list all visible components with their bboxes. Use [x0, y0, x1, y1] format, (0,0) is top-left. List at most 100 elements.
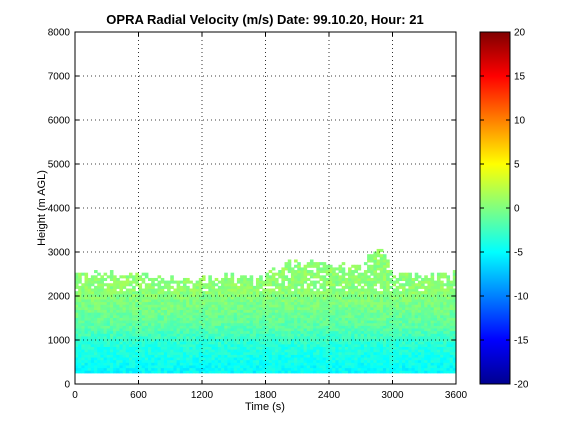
heatmap-cell	[179, 343, 184, 347]
heatmap-cell	[113, 309, 117, 313]
heatmap-cell	[87, 346, 92, 350]
heatmap-cell	[100, 328, 104, 332]
heatmap-cell	[341, 288, 346, 292]
heatmap-cell	[265, 365, 270, 369]
heatmap-cell	[294, 365, 298, 369]
heatmap-cell	[414, 296, 419, 300]
heatmap-cell	[443, 362, 447, 366]
heatmap-cell	[436, 325, 441, 329]
heatmap-cell	[297, 283, 301, 287]
heatmap-cell	[141, 367, 146, 371]
heatmap-cell	[440, 304, 444, 308]
heatmap-cell	[316, 328, 320, 332]
heatmap-cell	[322, 349, 327, 353]
heatmap-cell	[373, 262, 378, 266]
heatmap-cell	[329, 325, 333, 329]
heatmap-cell	[408, 293, 412, 297]
heatmap-cell	[189, 370, 193, 374]
heatmap-cell	[367, 254, 371, 258]
heatmap-cell	[376, 264, 381, 268]
heatmap-cell	[132, 370, 136, 374]
heatmap-cell	[75, 359, 79, 363]
heatmap-cell	[357, 351, 362, 355]
heatmap-cell	[414, 365, 419, 369]
heatmap-cell	[189, 328, 193, 332]
heatmap-cell	[389, 343, 393, 347]
heatmap-cell	[186, 312, 190, 316]
heatmap-cell	[195, 365, 200, 369]
heatmap-cell	[440, 367, 444, 371]
heatmap-cell	[252, 357, 257, 361]
heatmap-cell	[103, 299, 108, 303]
heatmap-cell	[236, 293, 241, 297]
heatmap-cell	[78, 351, 82, 355]
heatmap-cell	[236, 338, 241, 342]
heatmap-cell	[436, 277, 441, 281]
heatmap-cell	[78, 307, 82, 311]
heatmap-cell	[154, 357, 158, 361]
heatmap-cell	[75, 296, 79, 300]
heatmap-cell	[214, 320, 219, 324]
heatmap-cell	[125, 325, 130, 329]
heatmap-cell	[313, 343, 317, 347]
heatmap-cell	[249, 328, 254, 332]
heatmap-cell	[281, 299, 285, 303]
heatmap-cell	[259, 328, 263, 332]
heatmap-cell	[344, 357, 349, 361]
heatmap-cell	[202, 357, 206, 361]
heatmap-cell	[113, 277, 117, 281]
heatmap-cell	[84, 359, 89, 363]
heatmap-cell	[90, 312, 95, 316]
x-tick-label: 0	[72, 390, 78, 401]
heatmap-cell	[386, 328, 390, 332]
heatmap-cell	[154, 312, 158, 316]
heatmap-cell	[167, 301, 171, 305]
heatmap-cell	[189, 304, 193, 308]
heatmap-cell	[135, 341, 139, 345]
heatmap-cell	[389, 357, 393, 361]
heatmap-cell	[427, 288, 432, 292]
heatmap-cell	[373, 370, 378, 374]
heatmap-cell	[217, 314, 222, 318]
heatmap-cell	[443, 365, 447, 369]
heatmap-cell	[322, 301, 327, 305]
heatmap-cell	[348, 314, 352, 318]
heatmap-cell	[329, 267, 333, 271]
heatmap-cell	[421, 309, 425, 313]
heatmap-cell	[281, 293, 285, 297]
heatmap-cell	[287, 357, 292, 361]
heatmap-cell	[389, 341, 393, 345]
heatmap-cell	[417, 328, 422, 332]
heatmap-cell	[449, 296, 454, 300]
heatmap-cell	[424, 341, 428, 345]
heatmap-cell	[357, 322, 362, 326]
heatmap-cell	[436, 362, 441, 366]
heatmap-cell	[100, 309, 104, 313]
heatmap-cell	[329, 304, 333, 308]
heatmap-cell	[395, 338, 400, 342]
heatmap-cell	[281, 328, 285, 332]
heatmap-cell	[408, 312, 412, 316]
heatmap-cell	[125, 354, 130, 358]
heatmap-cell	[370, 285, 374, 289]
heatmap-cell	[398, 336, 403, 340]
heatmap-cell	[395, 349, 400, 353]
heatmap-cell	[160, 285, 165, 289]
heatmap-cell	[370, 330, 374, 334]
heatmap-cell	[259, 320, 263, 324]
heatmap-cell	[179, 367, 184, 371]
heatmap-cell	[414, 320, 419, 324]
heatmap-cell	[363, 330, 368, 334]
heatmap-cell	[433, 354, 438, 358]
heatmap-cell	[440, 299, 444, 303]
heatmap-cell	[240, 309, 244, 313]
heatmap-cell	[446, 338, 451, 342]
heatmap-cell	[309, 349, 314, 353]
heatmap-cell	[224, 291, 228, 295]
heatmap-cell	[417, 314, 422, 318]
heatmap-cell	[281, 357, 285, 361]
heatmap-cell	[167, 357, 171, 361]
heatmap-cell	[348, 301, 352, 305]
heatmap-cell	[452, 309, 457, 313]
heatmap-cell	[348, 330, 352, 334]
